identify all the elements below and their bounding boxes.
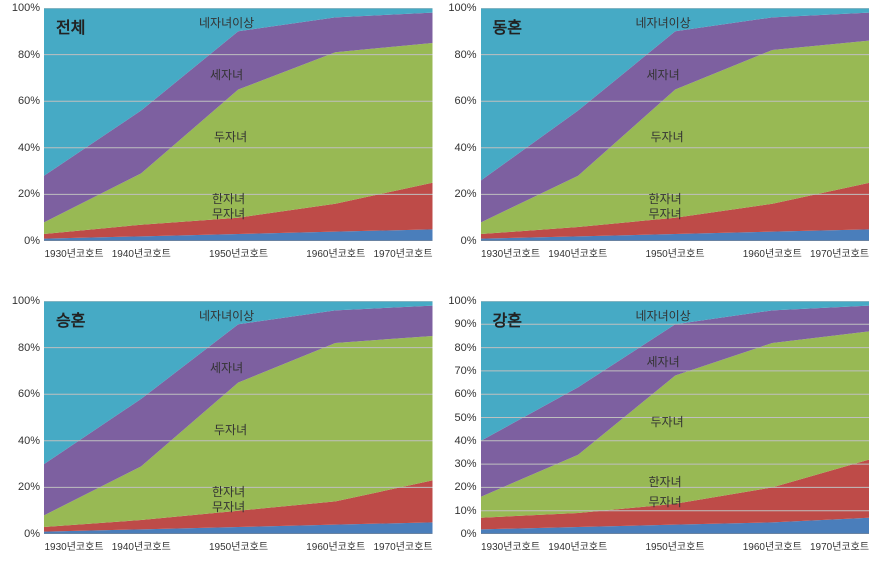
y-tick-label: 90% (454, 318, 476, 330)
chart-svg-gang (481, 301, 870, 534)
y-axis-dong: 0%20%40%60%80%100% (441, 8, 481, 241)
plot-area-total: 전체 네자녀이상세자녀두자녀한자녀무자녀 (44, 8, 433, 241)
plot-area-gang: 강혼 네자녀이상세자녀두자녀한자녀무자녀 (481, 301, 870, 534)
y-tick-label: 20% (18, 481, 40, 493)
plot-area-dong: 동혼 네자녀이상세자녀두자녀한자녀무자녀 (481, 8, 870, 241)
x-tick-label: 1950년코호트 (645, 538, 704, 553)
chart-svg-total (44, 8, 433, 241)
x-tick-label: 1940년코호트 (112, 245, 171, 260)
x-tick-label: 1960년코호트 (306, 538, 365, 553)
panel-gang: 0% 10% 20% 30% 40% 50% 60% 70% 80% 90% 100% 강혼 네자녀… (441, 297, 872, 562)
y-tick-label: 20% (18, 188, 40, 200)
y-tick-label: 50% (454, 412, 476, 424)
x-tick-label: 1970년코호트 (810, 538, 869, 553)
y-tick-label: 40% (454, 435, 476, 447)
x-tick-label: 1960년코호트 (743, 538, 802, 553)
y-tick-label: 80% (454, 49, 476, 61)
plot-area-seung: 승혼 네자녀이상세자녀두자녀한자녀무자녀 (44, 301, 433, 534)
y-tick-label: 40% (454, 142, 476, 154)
x-tick-label: 1930년코호트 (44, 538, 103, 553)
x-tick-label: 1940년코호트 (548, 538, 607, 553)
y-tick-label: 10% (454, 505, 476, 517)
y-tick-label: 40% (18, 142, 40, 154)
x-tick-label: 1930년코호트 (481, 538, 540, 553)
y-tick-label: 20% (454, 188, 476, 200)
y-tick-label: 60% (18, 388, 40, 400)
y-tick-label: 70% (454, 365, 476, 377)
x-tick-label: 1950년코호트 (645, 245, 704, 260)
x-axis-dong: 1930년코호트 1940년코호트 1950년코호트 1960년코호트 1970년코호트 (481, 241, 870, 269)
y-tick-label: 40% (18, 435, 40, 447)
x-tick-label: 1940년코호트 (112, 538, 171, 553)
x-tick-label: 1960년코호트 (743, 245, 802, 260)
y-axis-seung: 0%20%40%60%80%100% (4, 301, 44, 534)
y-tick-label: 80% (18, 342, 40, 354)
panel-total: 0%20%40%60%80%100% 전체 네자녀이상세자녀두자녀한자녀무자녀 … (4, 4, 435, 269)
x-tick-label: 1970년코호트 (810, 245, 869, 260)
x-tick-label: 1950년코호트 (209, 538, 268, 553)
y-tick-label: 80% (18, 49, 40, 61)
x-axis-gang: 1930년코호트 1940년코호트 1950년코호트 1960년코호트 1970년코호트 (481, 534, 870, 562)
x-axis-seung: 1930년코호트 1940년코호트 1950년코호트 1960년코호트 1970년코호트 (44, 534, 433, 562)
y-tick-label: 100% (448, 295, 476, 307)
chart-svg-seung (44, 301, 433, 534)
chart-grid: 0%20%40%60%80%100% 전체 네자녀이상세자녀두자녀한자녀무자녀 … (0, 0, 875, 566)
y-tick-label: 60% (18, 95, 40, 107)
panel-seung: 0%20%40%60%80%100% 승혼 네자녀이상세자녀두자녀한자녀무자녀 … (4, 297, 435, 562)
x-tick-label: 1950년코호트 (209, 245, 268, 260)
y-axis-gang: 0%10%20%30%40%50%60%70%80%90%100% (441, 301, 481, 534)
y-tick-label: 0% (24, 528, 40, 540)
panel-dong: 0%20%40%60%80%100% 동혼 네자녀이상세자녀두자녀한자녀무자녀 … (441, 4, 872, 269)
y-tick-label: 100% (448, 2, 476, 14)
x-tick-label: 1930년코호트 (44, 245, 103, 260)
y-tick-label: 60% (454, 95, 476, 107)
x-tick-label: 1970년코호트 (373, 245, 432, 260)
x-tick-label: 1930년코호트 (481, 245, 540, 260)
y-tick-label: 0% (24, 235, 40, 247)
y-axis-total: 0%20%40%60%80%100% (4, 8, 44, 241)
x-tick-label: 1940년코호트 (548, 245, 607, 260)
y-tick-label: 100% (12, 2, 40, 14)
y-tick-label: 60% (454, 388, 476, 400)
y-tick-label: 100% (12, 295, 40, 307)
x-axis-total: 1930년코호트 1940년코호트 1950년코호트 1960년코호트 1970년코호트 (44, 241, 433, 269)
x-tick-label: 1960년코호트 (306, 245, 365, 260)
y-tick-label: 0% (461, 235, 477, 247)
chart-svg-dong (481, 8, 870, 241)
y-tick-label: 30% (454, 458, 476, 470)
x-tick-label: 1970년코호트 (373, 538, 432, 553)
y-tick-label: 20% (454, 481, 476, 493)
y-tick-label: 0% (461, 528, 477, 540)
y-tick-label: 80% (454, 342, 476, 354)
